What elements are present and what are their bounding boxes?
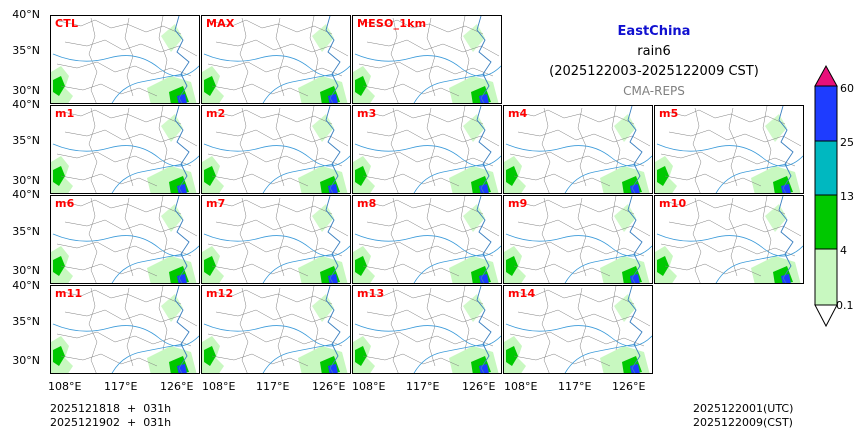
region-title: EastChina: [617, 24, 691, 39]
map-panel-m12: m12: [201, 285, 351, 374]
lat-tick-30-row3: 30°N: [12, 264, 40, 277]
map-panel-m9: m9: [503, 195, 653, 284]
panel-label: m5: [659, 107, 679, 120]
lat-tick-30-row1: 30°N: [12, 84, 40, 97]
colorbar-label-60: 60: [840, 82, 854, 95]
map-basemap: [353, 106, 501, 193]
map-basemap: [353, 196, 501, 283]
panel-label: m10: [659, 197, 687, 210]
colorbar-bin-25-60: [814, 85, 838, 142]
panel-label: m12: [206, 287, 234, 300]
colorbar-bin-13-25: [814, 140, 838, 196]
map-panel-m14: m14: [503, 285, 653, 374]
lat-tick-35-row2: 35°N: [12, 134, 40, 147]
map-basemap: [504, 196, 652, 283]
map-basemap: [51, 16, 199, 103]
lat-tick-40-row3: 40°N: [12, 188, 40, 201]
map-basemap: [655, 196, 803, 283]
map-basemap: [655, 106, 803, 193]
panel-label: MESO_1km: [357, 17, 427, 30]
colorbar-bin-0.1-4: [814, 248, 838, 306]
panel-label: m13: [357, 287, 385, 300]
map-basemap: [202, 286, 350, 373]
colorbar-label-4: 4: [840, 244, 847, 257]
colorbar-under-arrow: [814, 304, 838, 328]
panel-label: m7: [206, 197, 226, 210]
lon-tick-117-col1: 117°E: [104, 380, 138, 393]
map-panel-m13: m13: [352, 285, 502, 374]
lat-tick-40-row2: 40°N: [12, 98, 40, 111]
map-panel-max: MAX: [201, 15, 351, 104]
map-basemap: [504, 106, 652, 193]
lat-tick-40-row1: 40°N: [12, 8, 40, 21]
colorbar-bin-4-13: [814, 194, 838, 250]
map-panel-meso_1km: MESO_1km: [352, 15, 502, 104]
map-basemap: [51, 106, 199, 193]
lat-tick-40-row4: 40°N: [12, 279, 40, 292]
map-panel-m1: m1: [50, 105, 200, 194]
variable-title: rain6: [637, 44, 671, 59]
lon-tick-117-col4: 117°E: [558, 380, 592, 393]
lon-tick-126-col2: 126°E: [312, 380, 346, 393]
map-basemap: [353, 16, 501, 103]
lon-tick-126-col1: 126°E: [160, 380, 194, 393]
colorbar-over-arrow: [814, 64, 838, 87]
panel-label: m11: [55, 287, 83, 300]
lon-tick-117-col3: 117°E: [406, 380, 440, 393]
valid-time-cst: 2025122009(CST): [693, 416, 793, 429]
map-basemap: [202, 16, 350, 103]
map-panel-m2: m2: [201, 105, 351, 194]
lat-tick-35-row1: 35°N: [12, 44, 40, 57]
panel-label: m6: [55, 197, 75, 210]
panel-label: CTL: [55, 17, 79, 30]
lon-tick-108-col3: 108°E: [352, 380, 386, 393]
period-title: (2025122003-2025122009 CST): [549, 64, 759, 79]
panel-label: m8: [357, 197, 377, 210]
init-time-line2: 2025121902 + 031h: [50, 416, 172, 429]
valid-time-utc: 2025122001(UTC): [693, 402, 794, 415]
panel-label: m9: [508, 197, 528, 210]
lat-tick-35-row4: 35°N: [12, 315, 40, 328]
panel-label: m14: [508, 287, 536, 300]
lat-tick-30-row2: 30°N: [12, 174, 40, 187]
map-basemap: [51, 196, 199, 283]
lon-tick-117-col2: 117°E: [256, 380, 290, 393]
map-basemap: [51, 286, 199, 373]
lon-tick-108-col1: 108°E: [48, 380, 82, 393]
panel-label: m4: [508, 107, 528, 120]
map-panel-m10: m10: [654, 195, 804, 284]
lon-tick-126-col3: 126°E: [462, 380, 496, 393]
panel-label: m3: [357, 107, 377, 120]
map-panel-m3: m3: [352, 105, 502, 194]
map-panel-m7: m7: [201, 195, 351, 284]
panel-label: m1: [55, 107, 75, 120]
map-basemap: [202, 106, 350, 193]
lon-tick-108-col2: 108°E: [202, 380, 236, 393]
lon-tick-126-col4: 126°E: [612, 380, 646, 393]
map-panel-ctl: CTL: [50, 15, 200, 104]
map-basemap: [504, 286, 652, 373]
map-panel-m6: m6: [50, 195, 200, 284]
colorbar: [814, 64, 838, 328]
map-panel-m8: m8: [352, 195, 502, 284]
map-panel-m4: m4: [503, 105, 653, 194]
map-basemap: [202, 196, 350, 283]
colorbar-label-25: 25: [840, 136, 854, 149]
init-time-line1: 2025121818 + 031h: [50, 402, 172, 415]
lat-tick-30-row4: 30°N: [12, 354, 40, 367]
lon-tick-108-col4: 108°E: [504, 380, 538, 393]
panel-label: MAX: [206, 17, 235, 30]
panel-label: m2: [206, 107, 226, 120]
map-panel-m5: m5: [654, 105, 804, 194]
colorbar-label-0.1: 0.1: [836, 299, 854, 312]
map-basemap: [353, 286, 501, 373]
lat-tick-35-row3: 35°N: [12, 225, 40, 238]
map-panel-m11: m11: [50, 285, 200, 374]
source-title: CMA-REPS: [623, 84, 685, 98]
colorbar-label-13: 13: [840, 190, 854, 203]
